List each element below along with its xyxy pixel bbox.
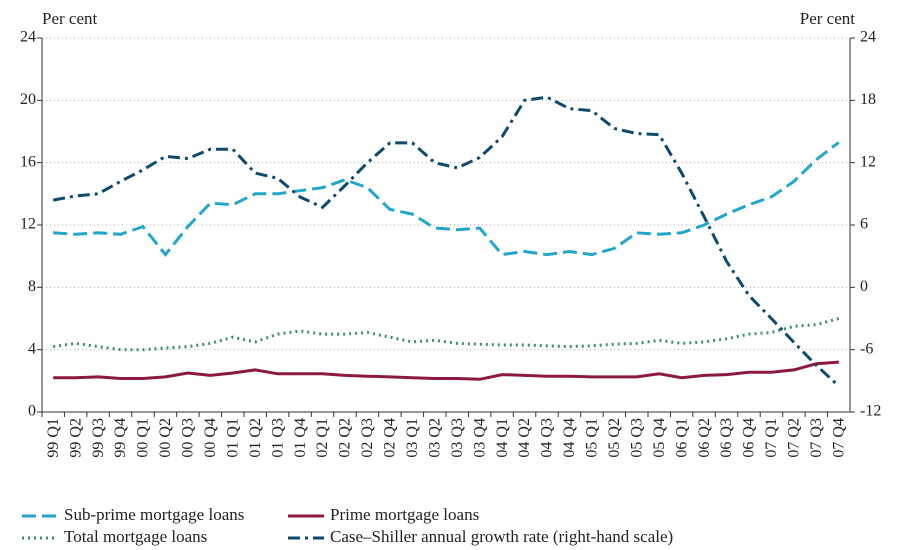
series-line — [53, 141, 840, 257]
x-tick-label: 02 Q1 — [314, 418, 331, 458]
y-tick-label: 8 — [28, 278, 36, 295]
x-tick-label: 00 Q2 — [157, 418, 174, 458]
x-tick-label: 03 Q4 — [471, 418, 488, 458]
x-tick-label: 04 Q1 — [494, 418, 511, 458]
y2-tick-label: 0 — [860, 278, 868, 295]
x-tick-label: 03 Q3 — [449, 418, 466, 458]
x-tick-label: 99 Q4 — [112, 418, 129, 458]
x-tick-label: 05 Q3 — [628, 418, 645, 458]
x-tick-label: 01 Q2 — [247, 418, 264, 458]
x-tick-label: 07 Q3 — [808, 418, 825, 458]
x-tick-label: 01 Q1 — [224, 418, 241, 458]
x-tick-label: 04 Q2 — [516, 418, 533, 458]
x-tick-label: 02 Q3 — [359, 418, 376, 458]
x-tick-label: 02 Q2 — [337, 418, 354, 458]
x-tick-label: 07 Q1 — [763, 418, 780, 458]
x-tick-label: 02 Q4 — [382, 418, 399, 458]
y2-tick-label: -12 — [860, 403, 881, 420]
x-tick-label: 99 Q2 — [67, 418, 84, 458]
x-tick-label: 99 Q1 — [45, 418, 62, 458]
x-tick-label: 05 Q1 — [584, 418, 601, 458]
x-tick-label: 00 Q3 — [180, 418, 197, 458]
legend-label: Prime mortgage loans — [330, 505, 479, 524]
legend-label: Case–Shiller annual growth rate (right-h… — [330, 527, 673, 546]
y-tick-label: 4 — [28, 340, 36, 357]
y2-tick-label: 18 — [860, 91, 876, 108]
x-tick-label: 01 Q4 — [292, 418, 309, 458]
x-tick-label: 06 Q3 — [718, 418, 735, 458]
x-tick-label: 03 Q1 — [404, 418, 421, 458]
x-tick-label: 05 Q2 — [606, 418, 623, 458]
series-line — [52, 317, 840, 352]
x-tick-label: 04 Q4 — [561, 418, 578, 458]
x-tick-label: 06 Q1 — [673, 418, 690, 458]
x-tick-label: 05 Q4 — [651, 418, 668, 458]
x-tick-label: 99 Q3 — [90, 418, 107, 458]
y-tick-label: 16 — [20, 153, 36, 170]
series-line — [53, 360, 839, 381]
x-tick-label: 07 Q2 — [786, 418, 803, 458]
y2-tick-label: -6 — [860, 340, 873, 357]
y2-axis-label: Per cent — [800, 9, 856, 28]
y-tick-label: 20 — [20, 91, 36, 108]
x-tick-label: 03 Q2 — [426, 418, 443, 458]
x-tick-label: 01 Q3 — [269, 418, 286, 458]
x-tick-label: 06 Q4 — [741, 418, 758, 458]
y2-tick-label: 24 — [860, 29, 876, 46]
x-tick-label: 07 Q4 — [830, 418, 847, 458]
y2-tick-label: 12 — [860, 153, 876, 170]
y-tick-label: 12 — [20, 216, 36, 233]
legend-label: Total mortgage loans — [64, 527, 207, 546]
y-axis-label: Per cent — [42, 9, 98, 28]
x-tick-label: 00 Q4 — [202, 418, 219, 458]
series-line — [52, 95, 840, 388]
y-tick-label: 24 — [20, 29, 36, 46]
legend-label: Sub-prime mortgage loans — [64, 505, 244, 524]
y-tick-label: 0 — [28, 403, 36, 420]
x-tick-label: 00 Q1 — [135, 418, 152, 458]
x-tick-label: 04 Q3 — [539, 418, 556, 458]
x-tick-label: 06 Q2 — [696, 418, 713, 458]
y2-tick-label: 6 — [860, 216, 868, 233]
